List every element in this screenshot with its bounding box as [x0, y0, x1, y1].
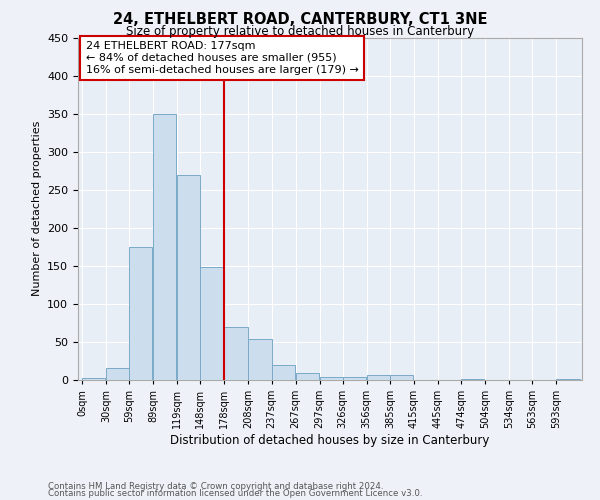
Bar — [106, 368, 129, 380]
Text: Contains public sector information licensed under the Open Government Licence v3: Contains public sector information licen… — [48, 490, 422, 498]
Bar — [272, 365, 295, 380]
Text: 24 ETHELBERT ROAD: 177sqm
← 84% of detached houses are smaller (955)
16% of semi: 24 ETHELBERT ROAD: 177sqm ← 84% of detac… — [86, 42, 359, 74]
Bar — [390, 376, 413, 380]
Bar — [343, 377, 366, 380]
Bar — [248, 339, 272, 380]
Bar — [556, 379, 580, 380]
Text: Contains HM Land Registry data © Crown copyright and database right 2024.: Contains HM Land Registry data © Crown c… — [48, 482, 383, 491]
Bar — [296, 373, 319, 380]
Bar — [320, 377, 343, 380]
X-axis label: Distribution of detached houses by size in Canterbury: Distribution of detached houses by size … — [170, 434, 490, 447]
Bar — [224, 326, 248, 380]
Text: 24, ETHELBERT ROAD, CANTERBURY, CT1 3NE: 24, ETHELBERT ROAD, CANTERBURY, CT1 3NE — [113, 12, 487, 28]
Bar — [153, 114, 176, 380]
Bar — [200, 268, 224, 380]
Bar — [129, 247, 152, 380]
Y-axis label: Number of detached properties: Number of detached properties — [32, 121, 41, 296]
Bar — [177, 174, 200, 380]
Bar — [367, 376, 390, 380]
Bar — [82, 378, 105, 380]
Bar — [461, 379, 484, 380]
Text: Size of property relative to detached houses in Canterbury: Size of property relative to detached ho… — [126, 25, 474, 38]
